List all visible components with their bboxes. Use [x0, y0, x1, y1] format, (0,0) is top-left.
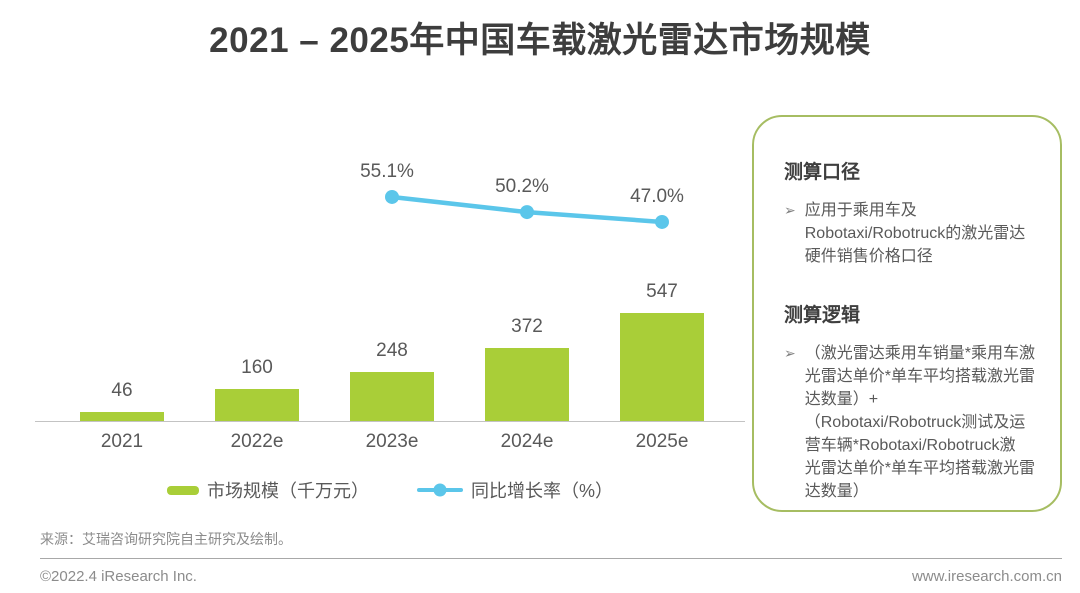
source-note: 来源：艾瑞咨询研究院自主研究及绘制。 [40, 531, 292, 547]
growth-label-2024e: 50.2% [495, 176, 549, 198]
chart-legend: 市场规模（千万元） 同比增长率（%） [35, 477, 745, 503]
methodology-logic-heading: 测算逻辑 [784, 305, 861, 326]
legend-item-growth-rate: 同比增长率（%） [416, 477, 613, 503]
bar-2025e [620, 313, 704, 421]
growth-label-2023e: 55.1% [360, 160, 414, 182]
bar-value-label-2024e: 372 [511, 316, 543, 337]
bar-2023e [350, 372, 434, 421]
x-tick-label-2024e: 2024e [500, 431, 554, 452]
methodology-panel: 测算口径 ➢ 应用于乘用车及 Robotaxi/Robotruck的激光雷达 硬… [752, 115, 1062, 512]
market-size-chart: 46 2021 160 2022e 248 2023e 372 2024e 547 2025e 55… [35, 100, 745, 460]
footer-website: www.iresearch.com.cn [911, 568, 1062, 585]
methodology-scope-heading: 测算口径 [784, 162, 861, 183]
line-legend-swatch-icon [416, 483, 463, 497]
line-legend-dot-icon [433, 483, 447, 497]
growth-point-2023e [385, 189, 399, 204]
bar-value-label-2022e: 160 [241, 357, 273, 378]
chart-title: 2021 – 2025年中国车载激光雷达市场规模 [209, 21, 871, 60]
arrow-bullet-icon: ➢ [784, 345, 796, 361]
methodology-scope-text: 应用于乘用车及 Robotaxi/Robotruck的激光雷达 硬件销售价格口径 [804, 202, 1026, 265]
growth-label-2025e: 47.0% [630, 185, 684, 207]
growth-point-2024e [520, 205, 534, 220]
methodology-logic-bullet: ➢ （激光雷达乘用车销量*乘用车激 光雷达单价*单车平均搭载激光雷 达数量）+ … [784, 342, 1044, 503]
bar-value-label-2023e: 248 [376, 340, 408, 361]
methodology-scope-bullet: ➢ 应用于乘用车及 Robotaxi/Robotruck的激光雷达 硬件销售价格… [784, 199, 1044, 268]
growth-point-2025e [655, 214, 669, 229]
legend-item-market-size: 市场规模（千万元） [166, 477, 369, 503]
bar-legend-swatch-icon [166, 485, 199, 495]
methodology-logic-text: （激光雷达乘用车销量*乘用车激 光雷达单价*单车平均搭载激光雷 达数量）+ （R… [804, 345, 1035, 500]
x-tick-label-2023e: 2023e [365, 431, 419, 452]
x-tick-label-2021: 2021 [100, 431, 144, 452]
bar-2021 [80, 412, 164, 421]
footer-divider [40, 558, 1062, 559]
bar-2024e [485, 348, 569, 421]
x-tick-label-2022e: 2022e [230, 431, 284, 452]
bar-2022e [215, 389, 299, 421]
footer-copyright: ©2022.4 iResearch Inc. [40, 568, 197, 585]
x-tick-label-2025e: 2025e [635, 431, 689, 452]
legend-label-growth-rate: 同比增长率（%） [470, 481, 613, 501]
x-axis-line [35, 421, 745, 422]
bar-value-label-2021: 46 [111, 380, 133, 401]
bar-value-label-2025e: 547 [646, 281, 678, 302]
legend-label-market-size: 市场规模（千万元） [206, 481, 369, 501]
growth-rate-line [385, 189, 669, 229]
arrow-bullet-icon: ➢ [784, 202, 796, 218]
